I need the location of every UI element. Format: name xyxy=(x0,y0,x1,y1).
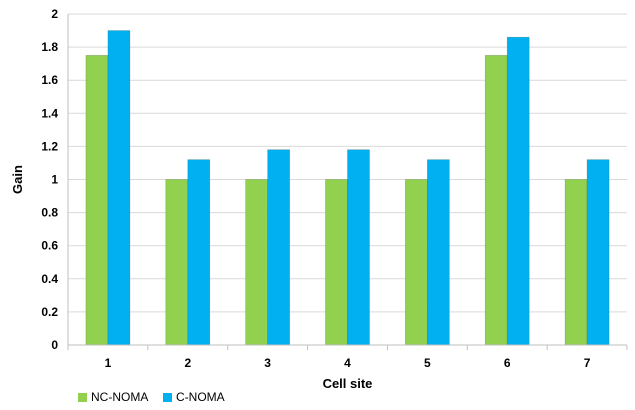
y-tick-label: 1.4 xyxy=(41,106,58,120)
legend-swatch-c-noma xyxy=(163,393,172,402)
bar-nc-noma-5 xyxy=(405,179,428,346)
x-axis-title: Cell site xyxy=(323,376,373,391)
x-tick-label: 3 xyxy=(264,356,271,370)
y-tick-label: 0.2 xyxy=(41,305,58,319)
bar-nc-noma-2 xyxy=(165,179,189,346)
x-tick-label: 5 xyxy=(424,356,431,370)
legend-swatch-nc-noma xyxy=(78,393,87,402)
bars xyxy=(85,30,610,346)
y-tick-labels: 0 0.2 0.4 0.6 0.8 1 1.2 1.4 1.6 1.8 2 xyxy=(41,7,58,352)
y-tick-label: 0.8 xyxy=(41,206,58,220)
legend-label-c-noma: C-NOMA xyxy=(176,390,225,404)
y-tick-label: 0 xyxy=(51,338,58,352)
y-tick-label: 1 xyxy=(51,173,58,187)
bar-nc-noma-7 xyxy=(564,179,588,346)
y-tick-label: 1.8 xyxy=(41,40,58,54)
y-tick-label: 2 xyxy=(51,7,58,21)
y-axis-title: Gain xyxy=(10,165,25,194)
bar-c-noma-7 xyxy=(586,159,610,346)
x-tick-labels: 1 2 3 4 5 6 7 xyxy=(105,356,591,370)
bar-c-noma-1 xyxy=(107,30,131,346)
bar-nc-noma-4 xyxy=(325,179,348,346)
y-tick-label: 1.6 xyxy=(41,73,58,87)
x-tick-label: 7 xyxy=(584,356,591,370)
bar-nc-noma-3 xyxy=(245,179,268,346)
y-tick-label: 1.2 xyxy=(41,139,58,153)
x-tick-label: 6 xyxy=(504,356,511,370)
bar-c-noma-3 xyxy=(267,149,290,346)
bar-c-noma-2 xyxy=(187,159,211,346)
x-tick-label: 1 xyxy=(105,356,112,370)
bar-c-noma-4 xyxy=(347,149,370,346)
x-tick-label: 4 xyxy=(344,356,351,370)
bar-c-noma-5 xyxy=(427,159,450,346)
x-tick-label: 2 xyxy=(184,356,191,370)
y-tick-label: 0.4 xyxy=(41,272,58,286)
legend-label-nc-noma: NC-NOMA xyxy=(91,390,148,404)
y-tick-label: 0.6 xyxy=(41,239,58,253)
bar-c-noma-6 xyxy=(506,36,530,346)
bar-nc-noma-1 xyxy=(85,55,109,346)
legend: NC-NOMA C-NOMA xyxy=(78,390,225,404)
axes xyxy=(67,14,627,346)
bar-nc-noma-6 xyxy=(484,55,508,346)
